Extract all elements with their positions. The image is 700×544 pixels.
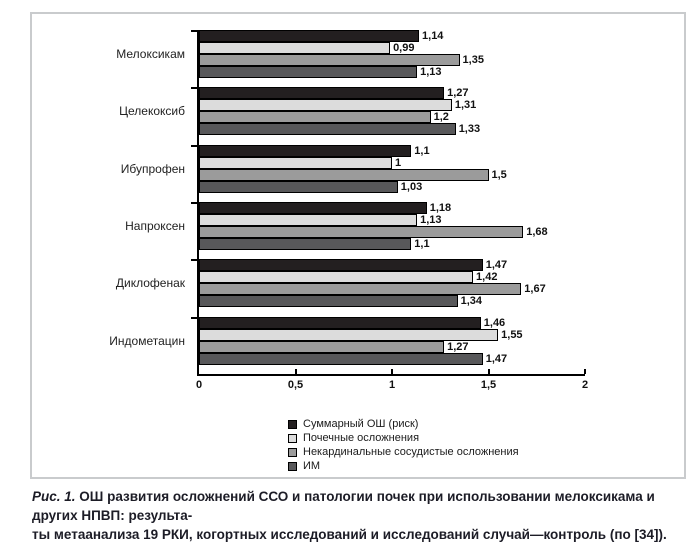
- bar: 1,33: [199, 123, 480, 136]
- bar-value-label: 1,55: [501, 328, 523, 341]
- legend-label: ИМ: [303, 460, 321, 472]
- x-axis-tick: [294, 369, 297, 374]
- x-tick-label: 1: [388, 379, 396, 391]
- bar: 0,99: [199, 42, 414, 54]
- figure-caption: Рис. 1. ОШ развития осложнений ССО и пат…: [32, 487, 680, 544]
- bar-value-label: 1,18: [429, 202, 452, 214]
- bar: 1,67: [199, 283, 546, 296]
- bar-group: 1,46 1,55 1,27 1,47: [199, 316, 585, 365]
- bar: 1,2: [199, 111, 449, 124]
- legend-swatch: [288, 447, 297, 457]
- bar-value-label: 1,14: [422, 30, 444, 42]
- bar-value-label: 1,27: [447, 87, 469, 100]
- bar: 1,55: [199, 328, 523, 341]
- category-label: Напроксен: [125, 219, 185, 233]
- bar: 1,1: [199, 238, 430, 250]
- bar-value-label: 1,31: [454, 99, 477, 112]
- legend-label: Почечные осложнения: [303, 432, 420, 444]
- x-tick-label: 0,5: [287, 379, 304, 391]
- bar: 1,5: [199, 168, 507, 181]
- bar-group: 1,47 1,42 1,67 1,34: [199, 259, 585, 308]
- plot-area: 1,14 0,99 1,35 1,13 1,27 1,31 1,2 1,33 1,1 1 1,5 1,…: [191, 30, 588, 391]
- bar-value-label: 1,03: [400, 180, 423, 193]
- legend-swatch: [288, 461, 297, 471]
- bar: 1,47: [199, 352, 507, 365]
- x-tick-label: 0: [195, 379, 203, 391]
- bar: 1,13: [199, 214, 442, 226]
- bar-value-label: 1,5: [491, 168, 507, 181]
- bar-value-label: 1,1: [414, 144, 430, 157]
- bar-group: 1,18 1,13 1,68 1,1: [199, 202, 585, 250]
- bar-group: 1,27 1,31 1,2 1,33: [199, 87, 585, 136]
- category-label: Диклофенак: [115, 276, 185, 291]
- legend-item: Суммарный ОШ (риск): [288, 418, 519, 430]
- x-axis-tick: [584, 369, 586, 374]
- bar-group: 1,1 1 1,5 1,03: [199, 144, 585, 193]
- y-axis-tick: [191, 144, 197, 147]
- bar: 1,68: [199, 226, 548, 238]
- y-axis-tick: [191, 87, 197, 90]
- figure-number: Рис. 1.: [32, 489, 76, 504]
- y-axis-tick: [191, 316, 197, 319]
- x-tick-label: 1,5: [480, 379, 497, 391]
- bar: 1,47: [199, 259, 507, 272]
- x-axis-tick: [487, 369, 490, 374]
- category-label: Индометацин: [109, 333, 185, 348]
- bar: 1,1: [199, 144, 430, 157]
- figure-frame: 1,14 0,99 1,35 1,13 1,27 1,31 1,2 1,33 1,1 1 1,5 1,…: [30, 12, 686, 479]
- bar: 1,31: [199, 99, 476, 112]
- legend-swatch: [288, 433, 297, 443]
- bar: 1,13: [199, 66, 442, 78]
- legend-label: Некардинальные сосудистые осложнения: [303, 446, 519, 458]
- bar-value-label: 1,1: [414, 238, 430, 250]
- bar-value-label: 1,47: [485, 352, 508, 365]
- legend: Суммарный ОШ (риск) Почечные осложнения Не…: [288, 419, 519, 475]
- legend-label: Суммарный ОШ (риск): [303, 418, 419, 430]
- bar-value-label: 1,27: [447, 340, 469, 353]
- legend-swatch: [288, 419, 297, 429]
- bar: 1,34: [199, 295, 482, 308]
- bar: 1: [199, 156, 401, 169]
- bar-value-label: 1,67: [524, 283, 546, 296]
- bar: 1,46: [199, 316, 505, 329]
- bar-value-label: 1,42: [476, 271, 498, 284]
- y-axis-tick: [191, 30, 197, 32]
- bar-value-label: 1,46: [483, 316, 506, 329]
- bar: 1,42: [199, 271, 497, 284]
- x-axis-tick: [391, 369, 393, 374]
- category-label: Целекоксиб: [119, 104, 185, 119]
- bar-value-label: 1,47: [485, 259, 508, 272]
- bar-value-label: 1,13: [420, 214, 442, 226]
- y-axis-tick: [191, 259, 197, 262]
- x-tick-label: 2: [581, 379, 589, 391]
- bar: 1,27: [199, 87, 469, 100]
- category-label: Ибупрофен: [120, 161, 185, 176]
- bar: 1,35: [199, 54, 484, 66]
- bar-value-label: 1,13: [420, 66, 442, 78]
- caption-line1: ОШ развития осложнений ССО и патологии п…: [32, 489, 655, 524]
- bar: 1,03: [199, 180, 422, 193]
- legend-item: Почечные осложнения: [288, 432, 519, 444]
- bar-value-label: 0,99: [393, 42, 415, 54]
- legend-item: ИМ: [288, 460, 519, 472]
- bar-value-label: 1,34: [460, 295, 483, 308]
- bar-group: 1,14 0,99 1,35 1,13: [199, 30, 585, 78]
- legend-item: Некардинальные сосудистые осложнения: [288, 446, 519, 458]
- caption-line2: ты метаанализа 19 РКИ, когортных исследо…: [32, 527, 667, 543]
- bar: 1,27: [199, 340, 469, 353]
- category-label: Мелоксикам: [116, 47, 185, 61]
- bar-value-label: 1: [395, 156, 402, 169]
- bar-value-label: 1,2: [433, 111, 449, 124]
- bar: 1,18: [199, 202, 451, 214]
- bar-value-label: 1,33: [458, 123, 481, 136]
- bar-value-label: 1,35: [462, 54, 484, 66]
- y-axis-tick: [191, 202, 197, 204]
- bar: 1,14: [199, 30, 443, 42]
- bar-value-label: 1,68: [526, 226, 548, 238]
